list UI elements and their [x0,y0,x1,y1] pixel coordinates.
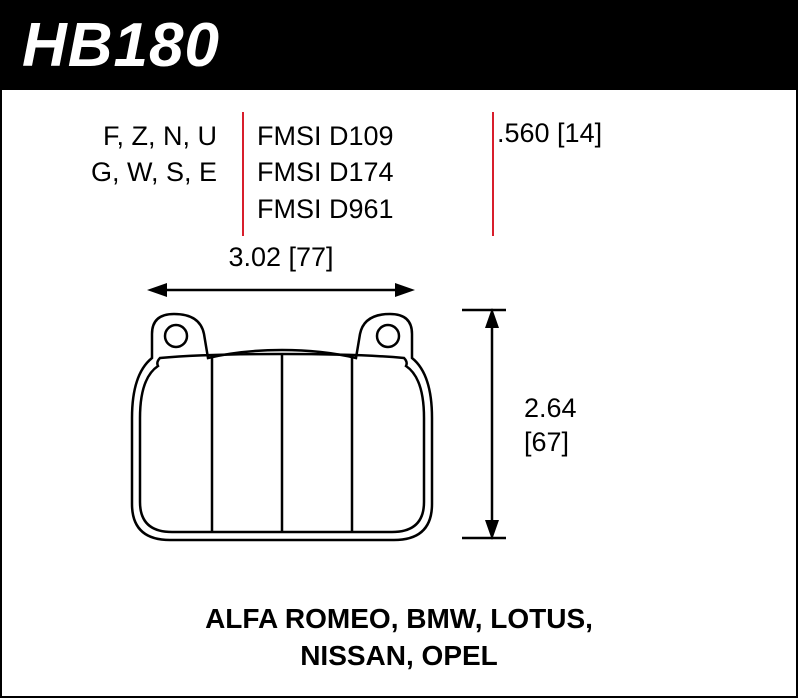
compounds-line2: G, W, S, E [2,154,217,190]
header-bar: HB180 [0,0,798,90]
width-dimension: 3.02 [77] [147,242,415,303]
height-line1: 2.64 [524,392,577,426]
compounds-column: F, Z, N, U G, W, S, E [2,118,237,230]
fmsi-1: FMSI D109 [257,118,477,154]
width-label: 3.02 [77] [147,242,415,273]
height-line2: [67] [524,426,577,460]
makes-line1: ALFA ROMEO, BMW, LOTUS, [2,601,796,637]
fmsi-3: FMSI D961 [257,191,477,227]
divider-2 [492,112,494,236]
divider-1 [242,112,244,236]
fmsi-2: FMSI D174 [257,154,477,190]
height-arrow-icon [462,308,522,540]
diagram-area: 3.02 [77] [2,230,796,620]
compounds-line1: F, Z, N, U [2,118,217,154]
part-number: HB180 [22,10,220,81]
height-dimension: 2.64 [67] [462,308,622,540]
thickness-value: .560 [14] [497,118,796,149]
main-panel: F, Z, N, U G, W, S, E FMSI D109 FMSI D17… [0,90,798,698]
thickness-column: .560 [14] [477,118,796,230]
info-row: F, Z, N, U G, W, S, E FMSI D109 FMSI D17… [2,90,796,230]
brake-pad-drawing [122,308,442,553]
height-label: 2.64 [67] [524,392,577,460]
fmsi-column: FMSI D109 FMSI D174 FMSI D961 [237,118,477,230]
vehicle-makes: ALFA ROMEO, BMW, LOTUS, NISSAN, OPEL [2,601,796,674]
width-arrow-icon [147,277,415,303]
width-arrow [147,277,415,303]
makes-line2: NISSAN, OPEL [2,638,796,674]
